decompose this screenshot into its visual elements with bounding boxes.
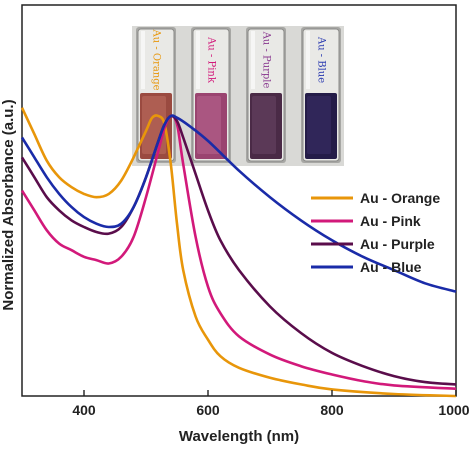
legend-label: Au - Purple [360,236,435,252]
vial-label: Au - Pink [206,36,217,84]
y-axis-label: Normalized Absorbance (a.u.) [0,99,17,310]
legend: Au - Orange Au - Pink Au - Purple Au - Blue [311,190,440,275]
vial-liquid-highlight [252,96,276,154]
vial-label: Au - Blue [316,36,327,83]
x-axis-ticks: 400 600 800 1000 [72,390,470,418]
vial-reflection [306,31,310,89]
vial-liquid-highlight [197,96,221,154]
vial-liquid-highlight [307,96,331,154]
x-axis-label: Wavelength (nm) [179,428,299,445]
vial: Au - Blue [301,27,341,163]
series-line-au-orange [20,107,457,398]
vial: Au - Pink [191,27,231,163]
vial-reflection [141,31,145,89]
vial: Au - Purple [246,27,286,163]
x-tick-label: 800 [320,402,344,418]
series-line-au-blue [20,114,457,293]
vial-photo: Au - Orange Au - Pink Au - Purple Au - Blue [132,26,344,166]
vial-liquid-highlight [142,96,166,154]
legend-label: Au - Blue [360,259,422,275]
vial-label: Au - Purple [261,31,272,89]
x-tick-label: 400 [72,402,96,418]
vial-reflection [251,31,255,89]
series-layer [20,107,457,398]
vial-label: Au - Orange [151,28,162,90]
legend-label: Au - Pink [360,213,421,229]
vial-reflection [196,31,200,89]
legend-label: Au - Orange [360,190,440,206]
x-tick-label: 600 [196,402,220,418]
plot-frame [21,4,457,397]
x-tick-label: 1000 [438,402,469,418]
